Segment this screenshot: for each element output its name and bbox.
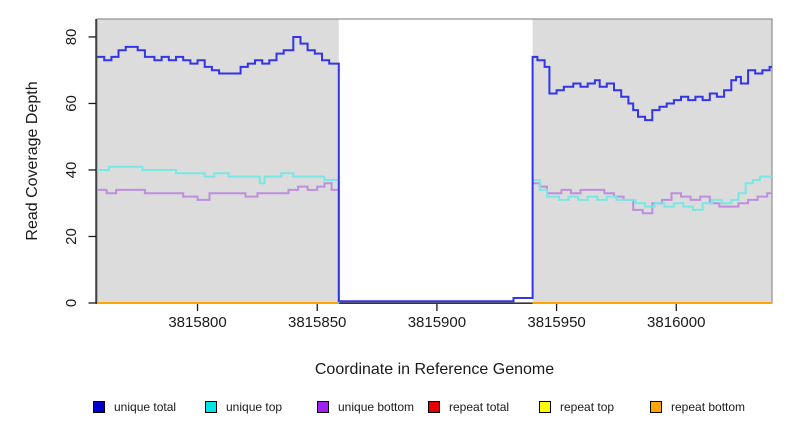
legend-swatch-repeat-bottom (650, 401, 662, 413)
y-tick-label: 80 (63, 29, 80, 46)
x-tick-label: 3815800 (168, 314, 226, 331)
covered-region (97, 19, 339, 303)
series-line-unique-bottom (97, 182, 340, 303)
x-tick-label: 3815950 (527, 314, 585, 331)
x-tick-label: 3815850 (288, 314, 346, 331)
legend-label: repeat top (560, 400, 615, 414)
legend-swatch-repeat-total (428, 401, 440, 413)
legend-label: repeat bottom (671, 400, 746, 414)
legend-item-unique-bottom: unique bottom (317, 400, 414, 414)
series-line-unique-bottom (532, 182, 772, 215)
legend-item-repeat-top: repeat top (539, 400, 614, 414)
y-tick-label: 40 (63, 162, 80, 179)
legend-swatch-repeat-top (539, 401, 551, 413)
legend-swatch-unique-top (205, 401, 217, 413)
legend-swatch-unique-total (93, 401, 105, 413)
legend-item-unique-top: unique top (205, 400, 282, 414)
y-tick-label: 60 (63, 95, 80, 112)
legend-label: repeat total (449, 400, 510, 414)
x-tick-label: 3815900 (408, 314, 466, 331)
legend-label: unique total (114, 400, 177, 414)
covered-region (532, 19, 772, 303)
y-tick-label: 0 (63, 299, 80, 307)
y-axis-title: Read Coverage Depth (24, 81, 41, 241)
legend-label: unique bottom (338, 400, 415, 414)
legend-label: unique top (226, 400, 283, 414)
legend-item-repeat-bottom: repeat bottom (650, 400, 745, 414)
legend-item-repeat-total: repeat total (428, 400, 509, 414)
series-line-unique-total (97, 36, 772, 303)
legend-swatch-unique-bottom (317, 401, 329, 413)
series-line-unique-top (97, 165, 340, 303)
x-tick-label: 3816000 (647, 314, 705, 331)
legend-item-unique-total: unique total (93, 400, 176, 414)
y-tick-label: 20 (63, 228, 80, 245)
x-axis-title: Coordinate in Reference Genome (314, 361, 555, 378)
series-line-unique-top (532, 175, 772, 211)
